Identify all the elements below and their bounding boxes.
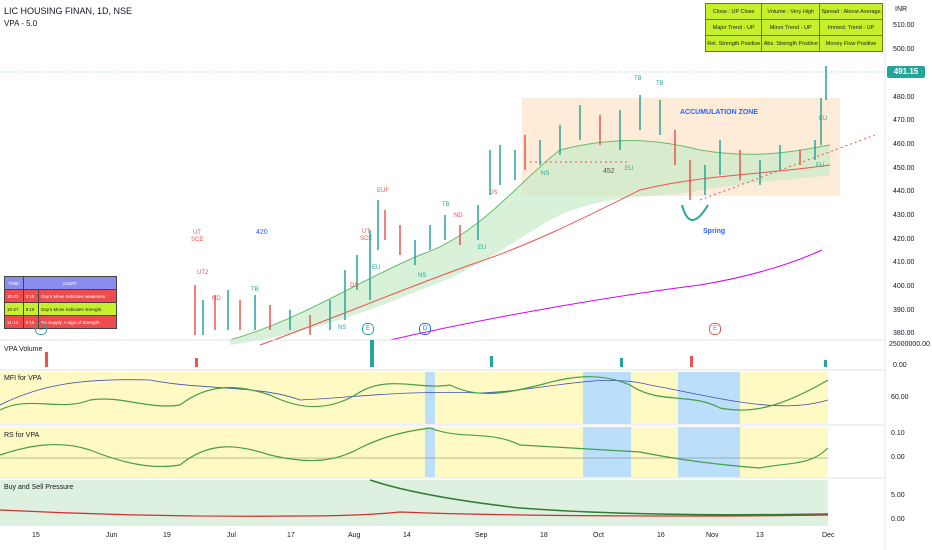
alert-date: 11-13 [7, 319, 19, 325]
level-420-label: 420 [256, 229, 268, 236]
summary-cell: Money Flow Positive [819, 35, 883, 52]
signal-label: NS [338, 325, 347, 331]
currency-label: INR [895, 6, 908, 13]
event-marker[interactable]: D [419, 323, 431, 335]
alert-time: 9:15 [25, 319, 35, 325]
alert-header-time: TIME [4, 276, 24, 290]
bsp-scale-bottom: 0.00 [891, 516, 905, 523]
bsp-pane-title[interactable]: Buy and Sell Pressure [4, 484, 74, 491]
y-tick: 480.00 [893, 94, 915, 101]
x-tick: Jun [106, 532, 118, 539]
signal-label: DS [350, 283, 359, 289]
indicator-name[interactable]: VPA - 5.0 [4, 19, 38, 28]
summary-cell: Close : UP Close [704, 3, 763, 20]
x-tick: 15 [32, 532, 40, 539]
y-tick: 420.00 [893, 236, 915, 243]
signal-label: TB [634, 76, 642, 82]
x-tick: Aug [348, 532, 361, 539]
y-tick: 450.00 [893, 165, 915, 172]
signal-label: SCE [360, 236, 373, 242]
signal-label: ND [212, 296, 221, 302]
rs-scale-top: 0.10 [891, 430, 905, 437]
y-tick: 510.00 [893, 22, 915, 29]
chart-title: LIC HOUSING FINAN, 1D, NSE [4, 6, 133, 16]
summary-cell: Volume : Very High [761, 3, 821, 20]
signal-label: UT [193, 230, 201, 236]
signal-label: ND [454, 213, 463, 219]
x-tick: Nov [706, 532, 719, 539]
summary-cell: Major Trend - UP [704, 19, 763, 36]
signal-label: DS [489, 190, 498, 196]
alert-date: 10-27 [7, 306, 19, 312]
y-tick: 500.00 [893, 46, 915, 53]
alert-header-alert: ALERT [22, 276, 118, 290]
signal-label: EU [478, 245, 487, 251]
x-tick: Oct [593, 532, 604, 539]
signal-label: EUF [377, 188, 389, 194]
x-tick-minor: 14 [403, 532, 411, 539]
alert-text: Day's Move Indicates weakness [41, 293, 106, 299]
x-tick-minor: 18 [540, 532, 548, 539]
x-tick-minor: 17 [287, 532, 295, 539]
y-tick: 460.00 [893, 141, 915, 148]
volume-scale-top: 25000000.00 [889, 341, 930, 348]
alert-date: 10-23 [7, 293, 19, 299]
alert-text: No Supply. A sign of Strength. [41, 319, 101, 325]
summary-cell: Rel. Strength Positive [704, 35, 763, 52]
signal-label: EU [372, 265, 381, 271]
summary-cell: Abs. Strength Positive [761, 35, 821, 52]
y-tick: 390.00 [893, 307, 915, 314]
rs-pane-title[interactable]: RS for VPA [4, 432, 40, 439]
alert-time: 9:15 [25, 293, 35, 299]
signal-label: NS [541, 171, 550, 177]
volume-pane-title[interactable]: VPA Volume [4, 346, 43, 353]
y-tick: 440.00 [893, 188, 915, 195]
summary-cell: Spread : Above Average [819, 3, 883, 20]
bsp-scale-top: 5.00 [891, 492, 905, 499]
volume-scale-bottom: 0.00 [893, 362, 907, 369]
rs-scale-bottom: 0.00 [891, 454, 905, 461]
alert-text: Day's Move Indicates strength. [41, 306, 103, 312]
summary-cell: Minor Trend - UP [761, 19, 821, 36]
x-tick: Dec [822, 532, 835, 539]
signal-label: EU [819, 116, 828, 122]
signal-label: SCE [191, 237, 204, 243]
signal-label: UT2 [197, 270, 209, 276]
y-tick: 400.00 [893, 283, 915, 290]
mfi-scale: 60.00 [891, 394, 909, 401]
event-marker[interactable]: E [362, 323, 374, 335]
level-452-label: 452 [603, 168, 615, 175]
alert-time: 9:15 [25, 306, 35, 312]
event-marker[interactable]: E [709, 323, 721, 335]
x-tick-minor: 16 [657, 532, 665, 539]
y-tick: 470.00 [893, 117, 915, 124]
signal-label: TB [656, 81, 664, 87]
y-tick: 410.00 [893, 259, 915, 266]
signal-label: EU [625, 166, 634, 172]
spring-label: Spring [703, 228, 726, 235]
signal-label: UT [362, 229, 370, 235]
summary-table: Close : UP Close Volume : Very High Spre… [704, 3, 883, 52]
mfi-pane-title[interactable]: MFI for VPA [4, 375, 42, 382]
alert-table: TIME ALERT 10-23 9:15 Day's Move Indicat… [4, 276, 118, 329]
x-tick-minor: 13 [756, 532, 764, 539]
signal-label: TB [442, 202, 450, 208]
x-tick: Jul [227, 532, 236, 539]
signal-label: EU [816, 163, 825, 169]
last-price-tag: 491.15 [887, 66, 925, 78]
y-tick: 380.00 [893, 330, 915, 337]
signal-label: TB [251, 287, 259, 293]
summary-cell: Immed. Trend - UP [819, 19, 883, 36]
event-marker[interactable]: E [35, 323, 47, 335]
x-tick-minor: 19 [163, 532, 171, 539]
x-tick: Sep [475, 532, 488, 539]
signal-label: NS [418, 273, 427, 279]
y-tick: 430.00 [893, 212, 915, 219]
accumulation-zone-label: ACCUMULATION ZONE [680, 109, 759, 116]
